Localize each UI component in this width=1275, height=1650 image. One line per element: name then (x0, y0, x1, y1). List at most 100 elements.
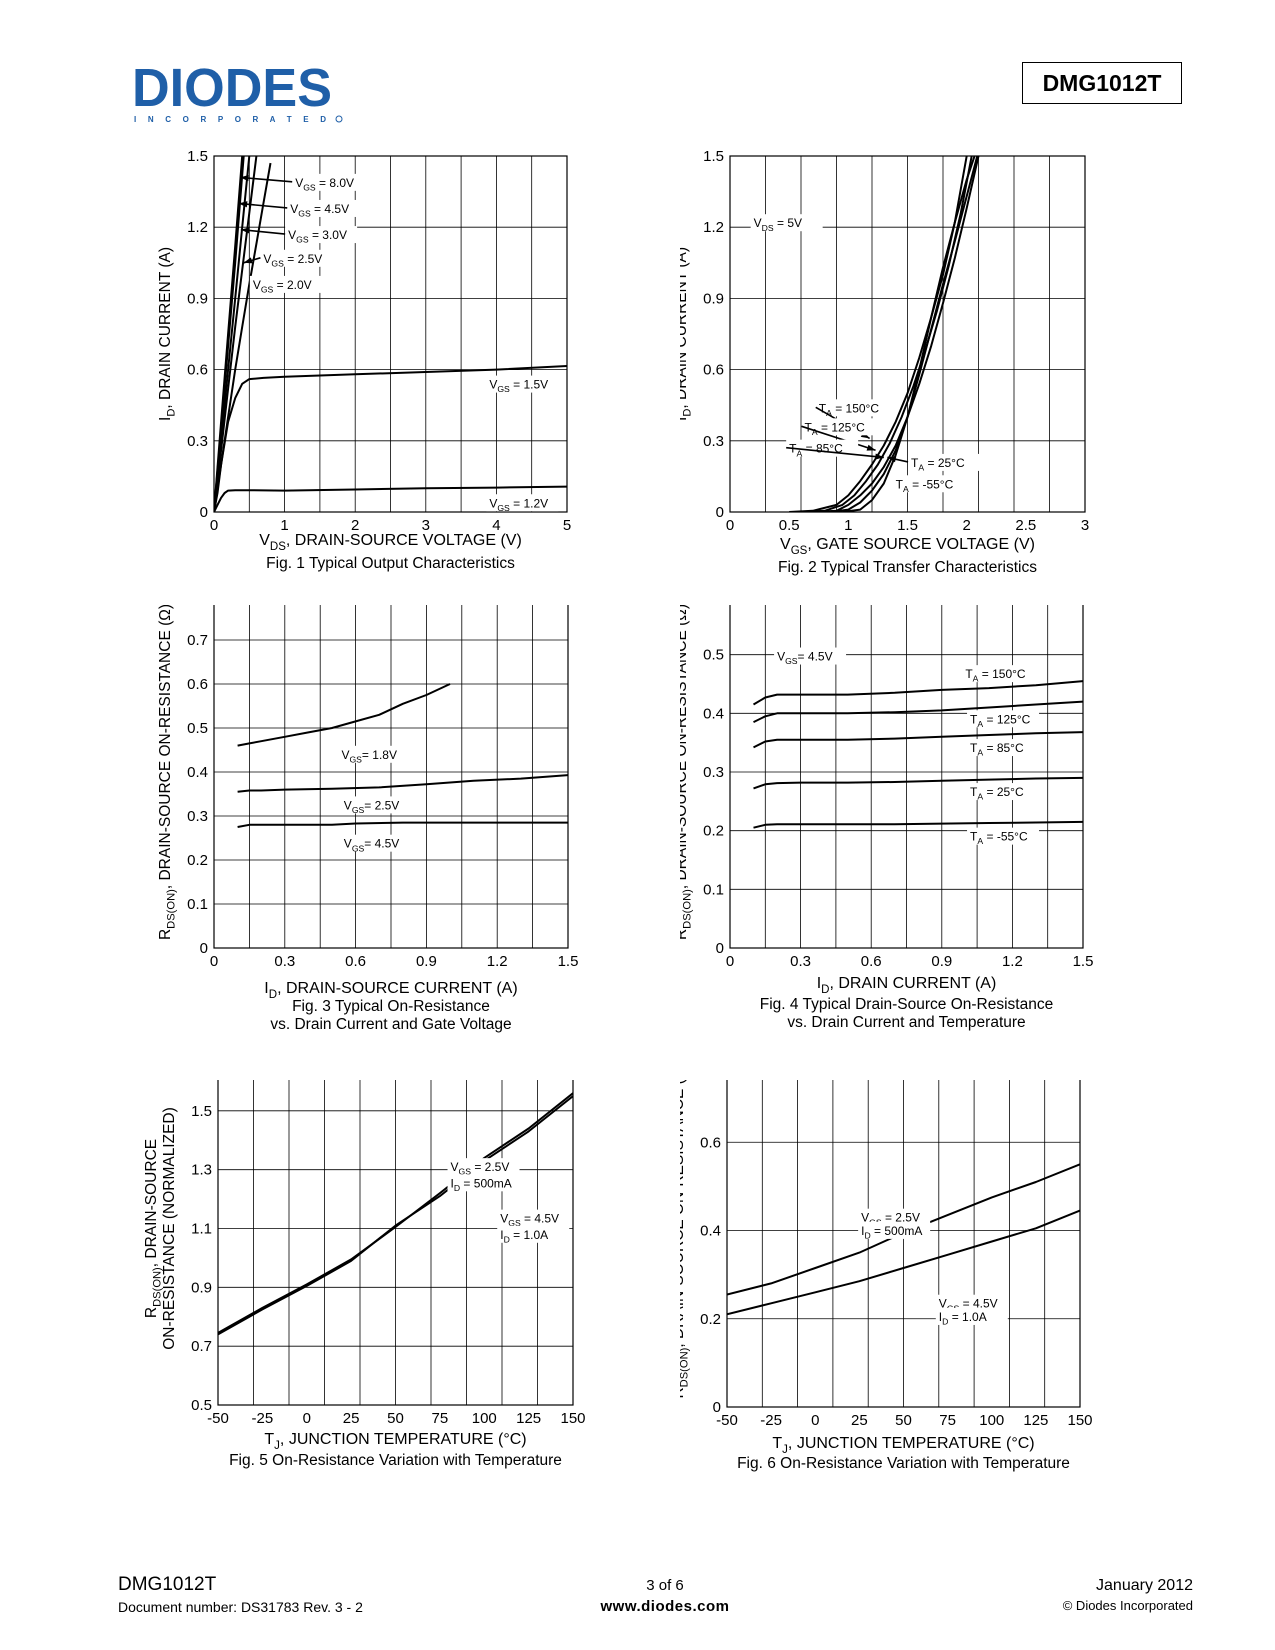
series-line-1 (789, 156, 968, 512)
annotation-background (447, 1174, 520, 1192)
figure-caption: Fig. 6 On-Resistance Variation with Temp… (737, 1455, 1070, 1472)
y-tick-label: 1.5 (703, 150, 724, 165)
plot-frame (729, 155, 1086, 513)
y-tick-label: 0.5 (187, 720, 208, 737)
x-tick-label: 0.6 (861, 953, 882, 970)
figure-caption: Fig. 5 On-Resistance Variation with Temp… (229, 1452, 562, 1469)
figure-caption: Fig. 2 Typical Transfer Characteristics (778, 559, 1037, 576)
footer-document-number: Document number: DS31783 Rev. 3 - 2 (118, 1599, 363, 1615)
annotation-background (287, 199, 360, 217)
figure-caption: vs. Drain Current and Temperature (787, 1014, 1025, 1031)
series-line-2 (753, 700, 1083, 723)
series-line-3 (237, 821, 568, 828)
annotation-label: VGS = 2.0V (253, 278, 312, 295)
x-tick-label: 2 (962, 517, 970, 534)
x-tick-label: 125 (516, 1410, 541, 1427)
fig4-on-resistance-vs-current-temp-chart: 00.30.60.91.21.500.10.20.30.40.50.6VGS= … (680, 605, 1093, 1031)
annotation-label: VGS = 2.5V (451, 1160, 510, 1177)
annotation-background (497, 1225, 570, 1243)
x-tick-label: 2.5 (1015, 517, 1036, 534)
y-tick-label: 0.1 (703, 881, 724, 898)
annotation-background (858, 1208, 931, 1226)
y-tick-label: 0.6 (187, 362, 208, 379)
plot-frame (213, 155, 568, 513)
x-tick-label: 50 (895, 1412, 912, 1429)
annotation-label: TA = 150°C (819, 401, 880, 418)
annotation-label: VGS= 2.5V (344, 798, 400, 815)
annotation-background (340, 834, 413, 852)
figure-caption: Fig. 1 Typical Output Characteristics (266, 555, 515, 572)
annotation-label: VGS = 2.5V (263, 252, 322, 269)
x-tick-label: 100 (472, 1410, 497, 1427)
annotation-background (801, 418, 874, 436)
y-axis-label: RDS(ON), DRAIN-SOURCE ON-RESISTANCE (Ω) (680, 605, 694, 940)
footer-copyright: © Diodes Incorporated (1062, 1598, 1193, 1613)
series-line-1 (752, 680, 1083, 706)
annotation-label: VGS= 4.5V (344, 837, 400, 854)
y-tick-label: 1.5 (187, 150, 208, 165)
x-tick-label: 0.9 (931, 953, 952, 970)
annotation-background (292, 173, 365, 191)
x-tick-label: 150 (1067, 1412, 1092, 1429)
x-tick-label: 0 (726, 517, 734, 534)
x-tick-label: 1.5 (558, 953, 579, 970)
series-line-2 (727, 1209, 1080, 1316)
y-tick-label: 1.1 (191, 1221, 212, 1238)
diodes-logo: DIODES I N C O R P O R A T E D (132, 58, 347, 129)
y-tick-label: 0.4 (187, 764, 208, 781)
x-tick-label: 1.2 (487, 953, 508, 970)
x-axis-label: TJ, JUNCTION TEMPERATURE (°C) (264, 1431, 526, 1452)
annotation-label: ID = 1.0A (939, 1310, 987, 1327)
x-tick-label: 75 (432, 1410, 449, 1427)
x-tick-label: 0.5 (779, 517, 800, 534)
annotation-label: VGS = 4.5V (500, 1212, 559, 1229)
annotation-label: ID = 500mA (861, 1224, 922, 1241)
annotation-background (774, 647, 847, 665)
x-tick-label: 0.9 (416, 953, 437, 970)
x-axis-label: VDS, DRAIN-SOURCE VOLTAGE (V) (259, 532, 522, 553)
y-tick-label: 0.3 (187, 808, 208, 825)
fig2-transfer-characteristics-chart: 0 0.5 1 1.5 2 2.5 3 0 0.3 0.6 0.9 1.2 1.5 VDS = 5V TA … (680, 150, 1089, 576)
x-tick-label: 5 (563, 517, 571, 534)
x-tick-label: 0 (210, 953, 218, 970)
x-tick-label: 1 (844, 517, 852, 534)
y-tick-label: 1.5 (191, 1103, 212, 1120)
x-tick-label: 125 (1023, 1412, 1048, 1429)
figure-caption: Fig. 4 Typical Drain-Source On-Resistanc… (760, 996, 1053, 1013)
annotation-label: VGS = 1.5V (489, 378, 548, 395)
y-tick-label: 0.9 (703, 290, 724, 307)
annotation-label: TA = -55°C (896, 477, 954, 494)
annotation-arrowhead (238, 201, 248, 208)
x-tick-label: 1 (280, 517, 288, 534)
series-line-1 (218, 1092, 573, 1334)
annotation-label: TA = 150°C (965, 667, 1026, 684)
y-axis-label: ON-RESISTANCE (NORMALIZED) (161, 1107, 178, 1350)
annotation-background (967, 739, 1040, 757)
x-tick-label: -50 (716, 1412, 738, 1429)
part-number-box: DMG1012T (1022, 62, 1182, 104)
x-tick-label: 0.3 (790, 953, 811, 970)
y-tick-label: 0 (200, 504, 208, 521)
series-line-1 (237, 683, 451, 747)
y-tick-label: 1.2 (187, 219, 208, 236)
y-tick-label: 0 (713, 1399, 721, 1416)
x-axis-label: ID, DRAIN-SOURCE CURRENT (A) (264, 980, 517, 1001)
x-tick-label: 50 (387, 1410, 404, 1427)
x-tick-label: -50 (207, 1410, 229, 1427)
footer-part-number: DMG1012T (118, 1574, 217, 1595)
y-tick-label: 0.6 (703, 362, 724, 379)
series-line-2 (237, 774, 568, 793)
annotation-background (447, 1158, 520, 1176)
y-tick-label: 0 (716, 940, 724, 957)
series-line-3 (753, 731, 1083, 749)
footer-page-number: 3 of 6 (646, 1577, 684, 1594)
annotation-background (967, 783, 1040, 801)
plot-frame (217, 1080, 574, 1406)
annotation-label: TA = 125°C (805, 420, 866, 437)
annotation-label: ID = 500mA (451, 1176, 512, 1193)
annotation-label: VGS= 1.8V (341, 748, 397, 765)
x-axis-label: ID, DRAIN CURRENT (A) (817, 975, 997, 996)
y-tick-label: 0.1 (187, 896, 208, 913)
annotation-arrowhead (887, 456, 897, 463)
annotation-background (338, 745, 411, 763)
